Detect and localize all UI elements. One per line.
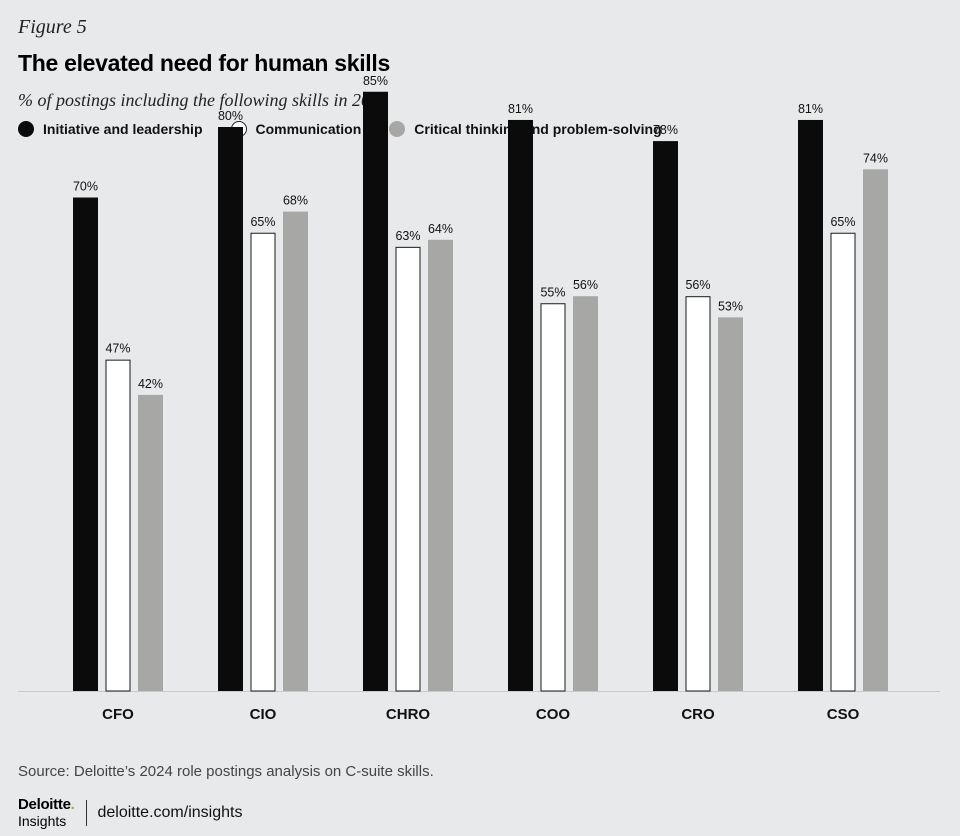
- data-label-cso-communication: 65%: [830, 215, 855, 229]
- chart-title: The elevated need for human skills: [18, 50, 390, 76]
- x-tick-label-chro: CHRO: [386, 706, 430, 723]
- brand-name: Deloitte: [18, 796, 71, 813]
- legend-label-communication: Communication: [255, 121, 362, 137]
- bar-cso-critical: [863, 169, 888, 692]
- bar-cso-initiative: [798, 119, 823, 691]
- bar-chro-communication: [395, 246, 421, 692]
- data-label-chro-critical: 64%: [428, 222, 453, 236]
- data-label-cfo-critical: 42%: [138, 377, 163, 391]
- x-tick-label-cio: CIO: [250, 706, 277, 723]
- bar-cio-communication: [250, 232, 276, 692]
- chart-subtitle: % of postings including the following sk…: [18, 90, 389, 110]
- bar-cro-communication: [685, 296, 711, 692]
- bar-coo-critical: [573, 296, 598, 691]
- data-label-coo-initiative: 81%: [508, 102, 533, 116]
- data-label-cro-critical: 53%: [718, 299, 743, 313]
- bar-cro-critical: [718, 317, 743, 691]
- bar-cfo-initiative: [73, 197, 98, 691]
- footer-url[interactable]: deloitte.com/insights: [97, 803, 243, 821]
- bar-cio-critical: [283, 211, 308, 691]
- data-label-chro-initiative: 85%: [363, 74, 388, 88]
- deloitte-insights-logo: Deloitte. Insights: [18, 796, 75, 829]
- bar-cio-initiative: [218, 127, 243, 691]
- data-label-cio-critical: 68%: [283, 194, 308, 208]
- bar-cso-communication: [830, 232, 856, 692]
- brand-sub: Insights: [18, 813, 67, 829]
- data-label-cfo-initiative: 70%: [73, 180, 98, 194]
- data-label-cio-initiative: 80%: [218, 109, 243, 123]
- data-label-chro-communication: 63%: [395, 229, 420, 243]
- legend-swatch-critical: [389, 121, 406, 137]
- source-note: Source: Deloitte’s 2024 role postings an…: [18, 763, 434, 780]
- data-label-cio-communication: 65%: [250, 215, 275, 229]
- data-label-cso-critical: 74%: [863, 151, 888, 165]
- legend-label-initiative: Initiative and leadership: [43, 121, 203, 137]
- legend-item-critical: Critical thinking and problem-solving: [389, 121, 662, 137]
- data-label-cro-communication: 56%: [685, 278, 710, 292]
- footer: Deloitte. Insights deloitte.com/insights: [18, 797, 242, 828]
- bar-chart: 70% 47% 42% CFO 80% 65% 68% CIO 85% 63% 64% CHRO 81%…: [18, 74, 940, 723]
- x-tick-label-cro: CRO: [681, 706, 715, 723]
- brand-dot: .: [70, 796, 75, 813]
- bar-coo-initiative: [508, 119, 533, 691]
- bar-chro-critical: [428, 239, 453, 692]
- footer-divider: [86, 799, 88, 826]
- bar-cfo-communication: [105, 359, 131, 692]
- data-label-cso-initiative: 81%: [798, 102, 823, 116]
- data-label-cro-initiative: 78%: [653, 123, 678, 137]
- data-label-coo-communication: 55%: [540, 285, 565, 299]
- legend-label-critical: Critical thinking and problem-solving: [414, 121, 662, 137]
- bar-cfo-critical: [138, 394, 163, 691]
- bar-cro-initiative: [653, 141, 678, 692]
- figure-label: Figure 5: [18, 16, 87, 38]
- x-tick-label-cso: CSO: [827, 706, 860, 723]
- bar-chro-initiative: [363, 91, 388, 691]
- legend-swatch-initiative: [18, 121, 34, 137]
- data-label-coo-critical: 56%: [573, 278, 598, 292]
- data-label-cfo-communication: 47%: [105, 342, 130, 356]
- legend-item-initiative: Initiative and leadership: [18, 121, 203, 137]
- x-tick-label-coo: COO: [536, 706, 571, 723]
- x-tick-label-cfo: CFO: [102, 706, 134, 723]
- bar-coo-communication: [540, 303, 566, 692]
